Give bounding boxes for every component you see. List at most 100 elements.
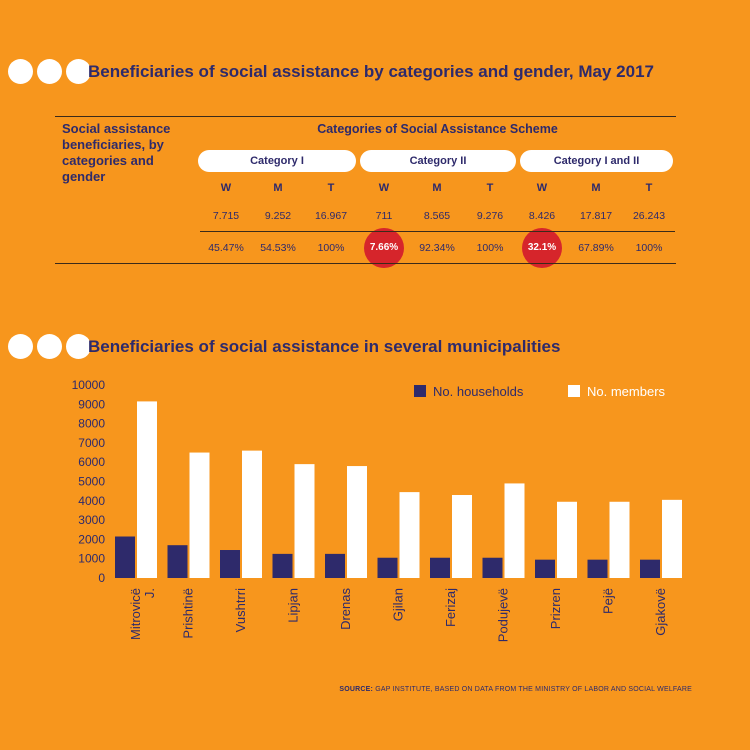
category-label-line: Drenas	[338, 588, 353, 630]
count-cell: 26.243	[632, 210, 666, 222]
bar-members	[347, 466, 367, 578]
percent-cell: 7.66%	[369, 242, 399, 253]
category-label: Ferizaj	[443, 588, 458, 627]
highlight-circle	[364, 228, 404, 268]
bar-households	[430, 557, 450, 578]
bar-households	[535, 559, 555, 578]
source-text: GAP INSTITUTE, BASED ON DATA FROM THE MI…	[375, 686, 692, 693]
count-cell: 9.276	[476, 210, 504, 222]
table-title: Beneficiaries of social assistance by ca…	[88, 62, 654, 81]
category-label: Gjilan	[391, 588, 406, 621]
column-header: M	[432, 182, 442, 194]
count-cell: 8.426	[528, 210, 556, 222]
bar-households	[167, 545, 188, 578]
percent-cell: 32.1%	[527, 242, 557, 253]
column-header: W	[378, 182, 390, 194]
source-note: SOURCE: GAP INSTITUTE, BASED ON DATA FRO…	[339, 686, 692, 693]
chart-title: Beneficiaries of social assistance in se…	[88, 337, 561, 356]
category-label: Prizren	[548, 588, 563, 629]
percent-cell: 100%	[635, 242, 663, 254]
y-tick-label: 6000	[78, 455, 105, 469]
category-label-line: Gjilan	[391, 588, 406, 621]
y-tick-label: 7000	[78, 436, 105, 450]
bullet-circle	[37, 334, 62, 359]
bar-households	[220, 550, 240, 578]
legend-label: No. members	[587, 384, 666, 399]
row-label: Social assistance beneficiaries, by cate…	[62, 121, 171, 184]
category-label: Prishtinë	[181, 588, 196, 639]
bar-households	[482, 557, 503, 578]
category-label: Gjakovë	[653, 588, 668, 636]
column-header: T	[645, 182, 653, 194]
y-tick-label: 5000	[78, 475, 105, 489]
legend-label: No. households	[433, 384, 524, 399]
category-label-line: J.	[142, 588, 157, 598]
bar-members	[557, 501, 577, 578]
percent-cell: 100%	[317, 242, 345, 254]
y-tick-label: 3000	[78, 513, 105, 527]
bar-members	[609, 501, 630, 578]
section-bullets-2	[8, 334, 91, 359]
legend-swatch	[568, 385, 580, 397]
y-tick-label: 9000	[78, 397, 105, 411]
column-header: M	[591, 182, 601, 194]
bar-households	[640, 559, 660, 578]
percent-cell: 100%	[476, 242, 504, 254]
column-header: W	[220, 182, 232, 194]
column-header: T	[486, 182, 494, 194]
count-cell: 7.715	[212, 210, 240, 222]
count-cell: 9.252	[264, 210, 292, 222]
category-label: Drenas	[338, 588, 353, 630]
bar-members	[294, 464, 315, 578]
count-cell: 8.565	[423, 210, 451, 222]
bar-members	[662, 499, 682, 578]
table-bottom-rule	[55, 263, 676, 264]
section-bullets-1	[8, 59, 91, 84]
count-cell: 711	[375, 210, 393, 222]
count-cell: 16.967	[314, 210, 348, 222]
bullet-circle	[66, 334, 91, 359]
category-pill-1: Category I	[198, 150, 356, 172]
category-label: Vushtrri	[233, 588, 248, 632]
category-label-line: Podujevë	[496, 588, 511, 642]
bar-members	[399, 492, 420, 578]
table-mid-rule	[200, 231, 675, 232]
count-cell: 17.817	[579, 210, 613, 222]
percent-cell: 67.89%	[578, 242, 614, 254]
percent-cell: 92.34%	[419, 242, 455, 254]
category-label: Pejë	[601, 588, 616, 614]
category-label: Podujevë	[496, 588, 511, 642]
bar-households	[587, 559, 608, 578]
bullet-circle	[8, 334, 33, 359]
column-header: T	[327, 182, 335, 194]
category-label-line: Pejë	[601, 588, 616, 614]
category-label-line: Vushtrri	[233, 588, 248, 632]
bar-members	[189, 452, 210, 578]
category-label-line: Prizren	[548, 588, 563, 629]
bar-households	[377, 557, 398, 578]
category-pill-2: Category II	[360, 150, 516, 172]
category-pill-3: Category I and II	[520, 150, 673, 172]
highlight-circle	[522, 228, 562, 268]
y-tick-label: 1000	[78, 552, 105, 566]
y-tick-label: 0	[98, 571, 105, 585]
bar-households	[272, 553, 293, 578]
column-header: M	[273, 182, 283, 194]
source-label: SOURCE:	[339, 686, 374, 693]
category-label-line: Ferizaj	[443, 588, 458, 627]
bullet-circle	[37, 59, 62, 84]
category-label-line: Prishtinë	[181, 588, 196, 639]
category-label: MitrovicëJ.	[128, 588, 157, 640]
y-tick-label: 8000	[78, 417, 105, 431]
y-tick-label: 2000	[78, 532, 105, 546]
column-header: W	[536, 182, 548, 194]
y-tick-label: 10000	[72, 378, 106, 392]
category-label-line: Gjakovë	[653, 588, 668, 636]
bar-members	[242, 450, 262, 578]
bar-members	[504, 483, 525, 578]
bar-households	[325, 553, 345, 578]
category-label: Lipjan	[286, 588, 301, 623]
percent-cell: 54.53%	[260, 242, 296, 254]
category-label-line: Lipjan	[286, 588, 301, 623]
percent-cell: 45.47%	[208, 242, 244, 254]
